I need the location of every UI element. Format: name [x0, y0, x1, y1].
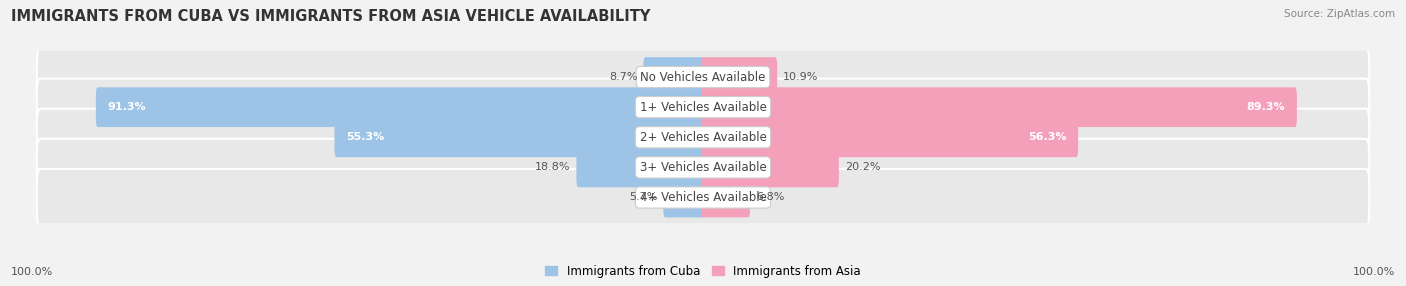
- Text: 100.0%: 100.0%: [1353, 267, 1395, 277]
- Text: Source: ZipAtlas.com: Source: ZipAtlas.com: [1284, 9, 1395, 19]
- Text: 20.2%: 20.2%: [845, 162, 880, 172]
- Text: 5.7%: 5.7%: [628, 192, 657, 202]
- FancyBboxPatch shape: [37, 79, 1369, 136]
- Text: 89.3%: 89.3%: [1246, 102, 1285, 112]
- Text: 6.8%: 6.8%: [756, 192, 785, 202]
- FancyBboxPatch shape: [37, 139, 1369, 196]
- FancyBboxPatch shape: [644, 57, 704, 97]
- Text: 18.8%: 18.8%: [534, 162, 571, 172]
- FancyBboxPatch shape: [664, 178, 704, 217]
- FancyBboxPatch shape: [702, 118, 1078, 157]
- Text: 100.0%: 100.0%: [11, 267, 53, 277]
- FancyBboxPatch shape: [702, 148, 839, 187]
- FancyBboxPatch shape: [335, 118, 704, 157]
- Text: 8.7%: 8.7%: [609, 72, 637, 82]
- Text: 3+ Vehicles Available: 3+ Vehicles Available: [640, 161, 766, 174]
- Text: 4+ Vehicles Available: 4+ Vehicles Available: [640, 191, 766, 204]
- Text: 10.9%: 10.9%: [783, 72, 818, 82]
- Text: 1+ Vehicles Available: 1+ Vehicles Available: [640, 101, 766, 114]
- Text: 56.3%: 56.3%: [1028, 132, 1066, 142]
- FancyBboxPatch shape: [37, 169, 1369, 226]
- FancyBboxPatch shape: [37, 48, 1369, 106]
- Legend: Immigrants from Cuba, Immigrants from Asia: Immigrants from Cuba, Immigrants from As…: [541, 260, 865, 282]
- FancyBboxPatch shape: [576, 148, 704, 187]
- FancyBboxPatch shape: [702, 87, 1296, 127]
- Text: 2+ Vehicles Available: 2+ Vehicles Available: [640, 131, 766, 144]
- FancyBboxPatch shape: [702, 57, 778, 97]
- Text: 91.3%: 91.3%: [108, 102, 146, 112]
- Text: No Vehicles Available: No Vehicles Available: [640, 71, 766, 84]
- Text: 55.3%: 55.3%: [346, 132, 385, 142]
- FancyBboxPatch shape: [96, 87, 704, 127]
- FancyBboxPatch shape: [37, 109, 1369, 166]
- FancyBboxPatch shape: [702, 178, 749, 217]
- Text: IMMIGRANTS FROM CUBA VS IMMIGRANTS FROM ASIA VEHICLE AVAILABILITY: IMMIGRANTS FROM CUBA VS IMMIGRANTS FROM …: [11, 9, 651, 23]
